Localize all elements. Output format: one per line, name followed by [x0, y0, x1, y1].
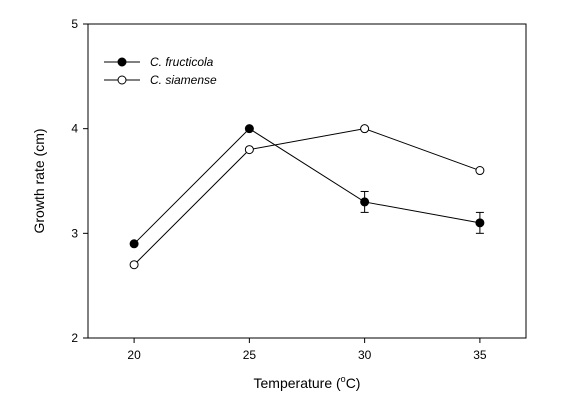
y-tick-label: 5	[71, 17, 78, 31]
data-point	[360, 124, 370, 134]
plot-frame	[87, 23, 527, 339]
series-siamense	[129, 124, 485, 270]
x-tick-label: 25	[243, 348, 257, 362]
x-axis-label-superscript: o	[341, 374, 346, 384]
data-point	[244, 124, 254, 134]
y-tick-label: 2	[71, 331, 78, 345]
data-point	[360, 197, 370, 207]
data-point	[475, 218, 485, 228]
legend-marker-fructicola	[117, 57, 127, 67]
y-axis-label: Growth rate (cm)	[31, 128, 47, 233]
data-point	[129, 239, 139, 249]
legend: C. fructicola C. siamense	[104, 55, 217, 87]
y-tick-label: 4	[71, 122, 78, 136]
series-layer	[129, 124, 485, 270]
data-point	[244, 145, 254, 155]
y-axis: 2 3 4 5	[71, 17, 88, 345]
x-axis-label: Temperature (oC)	[254, 374, 361, 391]
x-tick-label: 30	[358, 348, 372, 362]
legend-label-fructicola: C. fructicola	[150, 55, 214, 69]
x-axis: 20 25 30 35	[127, 338, 487, 362]
legend-marker-siamense	[117, 75, 127, 85]
y-tick-label: 3	[71, 226, 78, 240]
data-point	[129, 260, 139, 270]
series-line	[133, 128, 480, 245]
series-line	[133, 128, 481, 266]
x-tick-label: 35	[473, 348, 487, 362]
data-point	[475, 166, 485, 176]
x-tick-label: 20	[127, 348, 141, 362]
series-fructicola	[129, 124, 485, 249]
legend-label-siamense: C. siamense	[150, 73, 217, 87]
